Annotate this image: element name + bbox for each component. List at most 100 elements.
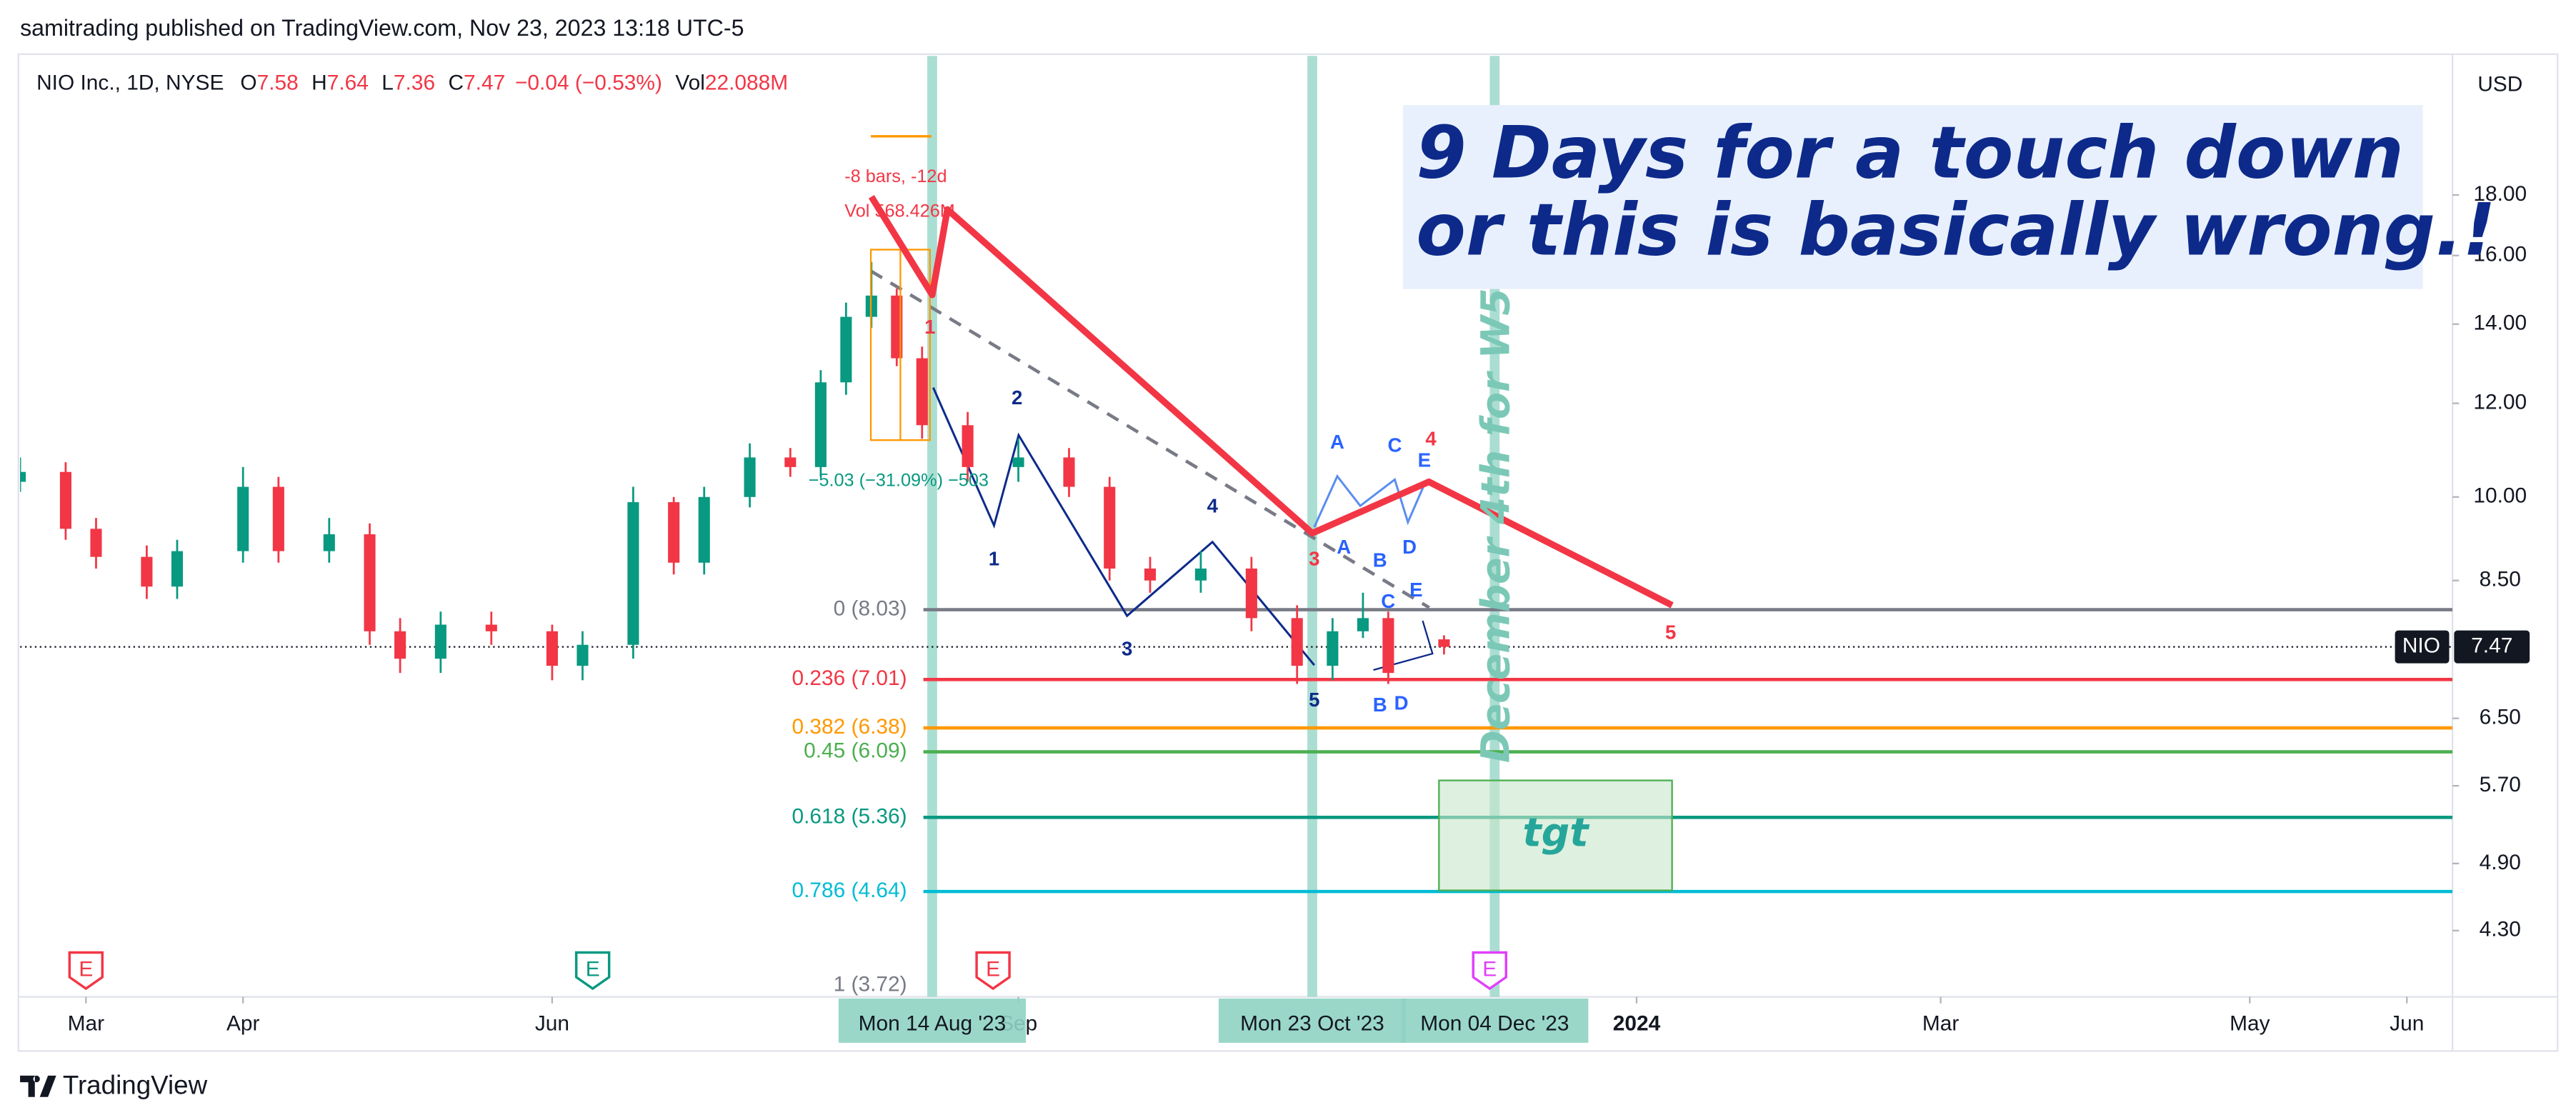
legend-l-label: L [381,71,394,94]
y-tick-label: 16.00 [2473,243,2527,266]
legend-high: 7.64 [327,71,369,94]
candle-body [916,358,928,426]
candle-body [784,457,797,467]
wave-label: 4 [1425,427,1437,449]
wave-label: B [1373,694,1387,716]
fib-label: 0.786 (4.64) [792,879,907,902]
target-label: tgt [1522,811,1590,856]
x-tick-label: Jun [535,1012,569,1036]
candle-body [1245,568,1257,619]
wave-label: D [1394,692,1409,714]
price-tag-label: 7.47 [2471,634,2512,657]
target-box [1438,779,1673,891]
candle-body [59,471,71,529]
wave-label: A [1337,536,1351,558]
legend-open: 7.58 [257,71,299,94]
legend-symbol: NIO Inc., 1D, NYSE [36,71,224,94]
legend-c-label: C [448,71,464,94]
date-badge-label: Mon 23 Oct '23 [1240,1012,1384,1036]
candle-body [744,457,756,497]
candle-body [485,624,497,631]
y-tick-label: 10.00 [2473,484,2527,508]
x-tick-label: Mar [68,1012,105,1036]
candle-body [1291,618,1303,666]
fib-label: 0.382 (6.38) [792,715,907,739]
wave-label: A [1330,431,1344,453]
measure-label: Vol 568.426M [844,201,955,221]
annotation-box [1402,105,2423,289]
candle-body [1327,631,1339,666]
measure-label: −5.03 (−31.09%) −503 [809,470,989,490]
candle-body [1357,618,1369,631]
legend-volume: 22.088M [705,71,788,94]
logo-mark [20,1075,56,1097]
wave-label: 5 [1309,689,1319,711]
earnings-marker [68,951,104,991]
x-tick-label: Mar [1922,1012,1960,1036]
wave-label: E [1418,449,1431,471]
wave-line [868,194,1674,609]
annotation-text: or this is basically wrong.! [1416,188,2495,272]
candle-body [1382,618,1394,674]
date-badge-label: Mon 04 Dec '23 [1420,1012,1569,1036]
candle-body [840,316,852,383]
candle-body [1012,457,1024,467]
candle-body [323,534,335,551]
x-tick-label: 2024 [1613,1012,1661,1036]
fib-label: 0.236 (7.01) [792,666,907,690]
vertical-line [927,56,937,997]
x-tick-label: Apr [226,1012,260,1036]
earnings-label: E [586,958,600,981]
earnings-label: E [1482,958,1497,981]
chart-frame [17,53,2559,1052]
candle-body [1144,568,1157,581]
candle-body [1063,457,1075,487]
vertical-line [1489,56,1500,997]
vertical-line [1307,56,1317,997]
trend-line [869,269,1430,609]
candle-body [627,502,639,645]
legend-change: −0.04 (−0.53%) [515,71,662,94]
wave-label: 3 [1309,547,1319,569]
plot [20,56,2453,997]
candle-body [272,486,284,551]
fib-label: 0 (8.03) [834,597,907,621]
candle-body [237,486,249,551]
y-tick-label: 4.30 [2480,918,2521,941]
wave-label: E [1409,579,1422,601]
wave-label: B [1373,549,1387,571]
y-tick-label: 5.70 [2480,773,2521,796]
candle-body [141,556,153,587]
date-badge [838,998,1027,1043]
ticker-label: NIO [2402,634,2440,657]
candle-body [576,644,589,666]
date-badge [1401,998,1589,1043]
fib-label: 0.45 (6.09) [804,739,907,762]
currency: USD [2477,72,2522,96]
legend-low: 7.36 [394,71,435,94]
earnings-marker [574,951,611,991]
candle-body [814,382,827,467]
ticker-tag [2395,630,2450,664]
y-tick-label: 6.50 [2480,706,2521,729]
y-tick-label: 18.00 [2473,182,2527,206]
candle-body [668,502,680,563]
wave-label: 3 [1122,638,1132,660]
date-badge-label: Mon 14 Aug '23 [859,1012,1007,1036]
price-tag [2454,630,2530,664]
legend-vol-label: Vol [675,71,705,94]
measure-label: -8 bars, -12d [844,166,947,186]
wave-path [1313,474,1426,528]
date-badge [1218,998,1407,1043]
candle-body [962,425,974,467]
earnings-marker [975,951,1011,991]
legend-close: 7.47 [464,71,505,94]
wave-label: 2 [1012,386,1022,409]
wave-label: C [1387,434,1402,456]
earnings-label: E [79,958,93,981]
y-tick-label: 8.50 [2480,568,2521,591]
fib-label: 0.618 (5.36) [792,804,907,828]
logo: TradingView [20,1071,208,1100]
candle-body [394,631,406,659]
